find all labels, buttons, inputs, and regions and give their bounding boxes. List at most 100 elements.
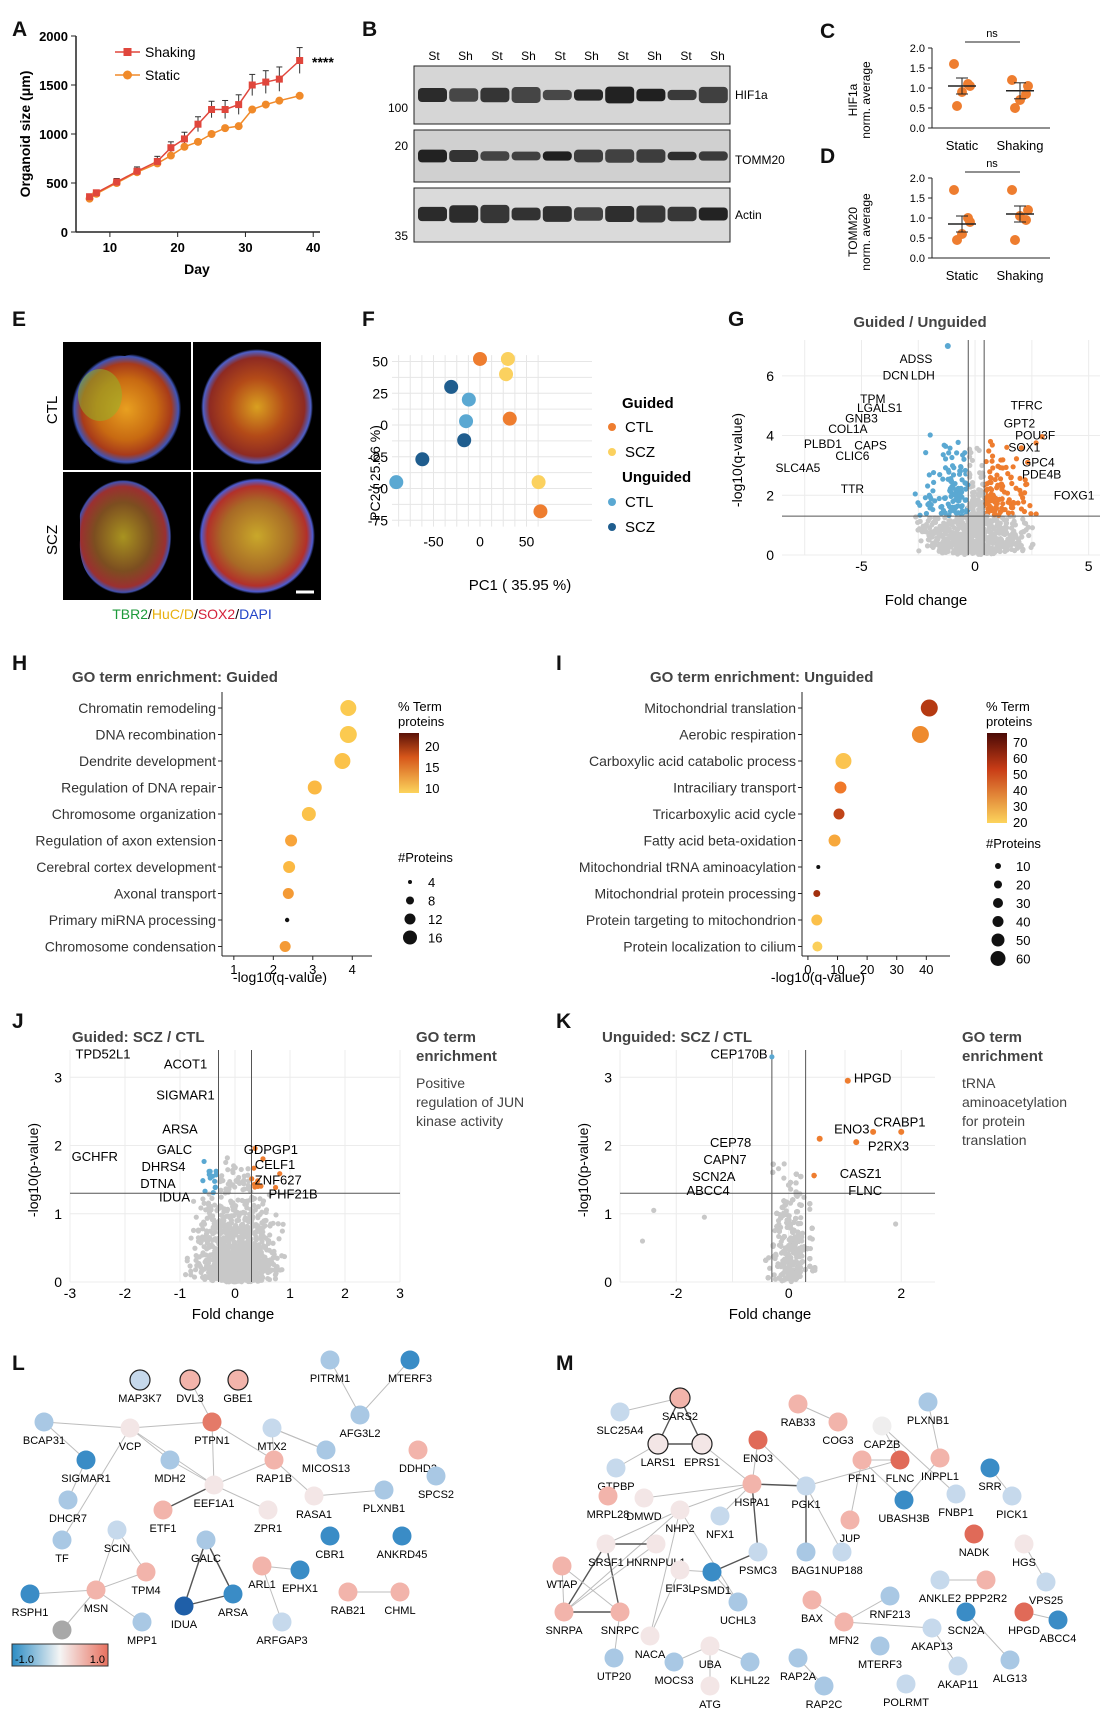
- network-node[interactable]: [160, 1450, 180, 1470]
- shaking-point: [235, 101, 243, 109]
- network-node[interactable]: [634, 1488, 654, 1508]
- network-node[interactable]: [350, 1405, 370, 1425]
- network-node[interactable]: [202, 1412, 222, 1432]
- network-node[interactable]: [788, 1648, 808, 1668]
- network-node[interactable]: [788, 1394, 808, 1414]
- network-node[interactable]: [890, 1450, 910, 1470]
- network-node[interactable]: [748, 1430, 768, 1450]
- network-node[interactable]: [922, 1618, 942, 1638]
- network-node[interactable]: [320, 1526, 340, 1546]
- network-node[interactable]: [802, 1590, 822, 1610]
- network-node[interactable]: [610, 1602, 630, 1622]
- network-node[interactable]: [264, 1450, 284, 1470]
- network-node[interactable]: [840, 1510, 860, 1530]
- network-node[interactable]: [1000, 1650, 1020, 1670]
- network-node[interactable]: [946, 1484, 966, 1504]
- network-node[interactable]: [258, 1500, 278, 1520]
- network-node[interactable]: [870, 1636, 890, 1656]
- network-node[interactable]: [828, 1412, 848, 1432]
- network-node[interactable]: [223, 1584, 243, 1604]
- network-node[interactable]: [669, 1387, 691, 1409]
- network-node[interactable]: [392, 1526, 412, 1546]
- network-node[interactable]: [272, 1612, 292, 1632]
- network-node[interactable]: [742, 1474, 762, 1494]
- network-node[interactable]: [918, 1392, 938, 1412]
- network-node[interactable]: [316, 1440, 336, 1460]
- network-node[interactable]: [640, 1626, 660, 1646]
- network-node[interactable]: [700, 1636, 720, 1656]
- network-node[interactable]: [20, 1584, 40, 1604]
- network-node[interactable]: [338, 1582, 358, 1602]
- network-node[interactable]: [58, 1490, 78, 1510]
- network-node[interactable]: [196, 1530, 216, 1550]
- network-node[interactable]: [153, 1500, 173, 1520]
- network-node[interactable]: [86, 1580, 106, 1600]
- network-node[interactable]: [252, 1556, 272, 1576]
- network-node[interactable]: [174, 1596, 194, 1616]
- network-node[interactable]: [227, 1369, 249, 1391]
- network-node[interactable]: [834, 1612, 854, 1632]
- network-node[interactable]: [52, 1620, 72, 1640]
- network-node[interactable]: [930, 1570, 950, 1590]
- network-node[interactable]: [262, 1418, 282, 1438]
- network-node[interactable]: [702, 1562, 722, 1582]
- network-node[interactable]: [814, 1676, 834, 1696]
- network-node[interactable]: [796, 1542, 816, 1562]
- network-node[interactable]: [129, 1369, 151, 1391]
- network-node[interactable]: [740, 1652, 760, 1672]
- network-node[interactable]: [700, 1676, 720, 1696]
- network-node[interactable]: [107, 1520, 127, 1540]
- network-node[interactable]: [748, 1542, 768, 1562]
- network-node[interactable]: [320, 1350, 340, 1370]
- network-node[interactable]: [610, 1402, 630, 1422]
- network-node[interactable]: [964, 1524, 984, 1544]
- network-node[interactable]: [1014, 1534, 1034, 1554]
- network-node[interactable]: [647, 1433, 669, 1455]
- network-node[interactable]: [880, 1586, 900, 1606]
- network-node[interactable]: [852, 1450, 872, 1470]
- network-node[interactable]: [710, 1506, 730, 1526]
- network-node[interactable]: [52, 1530, 72, 1550]
- network-node[interactable]: [596, 1534, 616, 1554]
- network-node[interactable]: [930, 1448, 950, 1468]
- network-node[interactable]: [400, 1350, 420, 1370]
- network-node[interactable]: [896, 1674, 916, 1694]
- network-node[interactable]: [691, 1433, 713, 1455]
- network-node[interactable]: [664, 1652, 684, 1672]
- network-node[interactable]: [1048, 1610, 1068, 1630]
- network-node[interactable]: [956, 1602, 976, 1622]
- network-node[interactable]: [1002, 1486, 1022, 1506]
- network-node[interactable]: [204, 1475, 224, 1495]
- network-node[interactable]: [1014, 1602, 1034, 1622]
- network-node[interactable]: [304, 1486, 324, 1506]
- network-node[interactable]: [132, 1612, 152, 1632]
- network-node[interactable]: [554, 1602, 574, 1622]
- network-node[interactable]: [1036, 1572, 1056, 1592]
- network-node[interactable]: [76, 1450, 96, 1470]
- network-node[interactable]: [976, 1570, 996, 1590]
- network-node[interactable]: [894, 1490, 914, 1510]
- network-node[interactable]: [552, 1556, 572, 1576]
- network-node[interactable]: [670, 1560, 690, 1580]
- network-node[interactable]: [290, 1560, 310, 1580]
- network-node[interactable]: [948, 1656, 968, 1676]
- network-node[interactable]: [980, 1458, 1000, 1478]
- network-node[interactable]: [426, 1466, 446, 1486]
- network-node[interactable]: [606, 1458, 626, 1478]
- network-node[interactable]: [598, 1486, 618, 1506]
- network-node[interactable]: [796, 1476, 816, 1496]
- network-node[interactable]: [136, 1562, 156, 1582]
- network-node[interactable]: [374, 1480, 394, 1500]
- network-node[interactable]: [408, 1440, 428, 1460]
- network-node[interactable]: [872, 1416, 892, 1436]
- network-node[interactable]: [604, 1648, 624, 1668]
- network-node[interactable]: [832, 1542, 852, 1562]
- protein-point: [930, 506, 936, 513]
- network-node[interactable]: [728, 1592, 748, 1612]
- network-node[interactable]: [646, 1534, 666, 1554]
- network-node[interactable]: [179, 1369, 201, 1391]
- network-node[interactable]: [120, 1418, 140, 1438]
- network-node[interactable]: [390, 1582, 410, 1602]
- network-node[interactable]: [670, 1500, 690, 1520]
- network-node[interactable]: [34, 1412, 54, 1432]
